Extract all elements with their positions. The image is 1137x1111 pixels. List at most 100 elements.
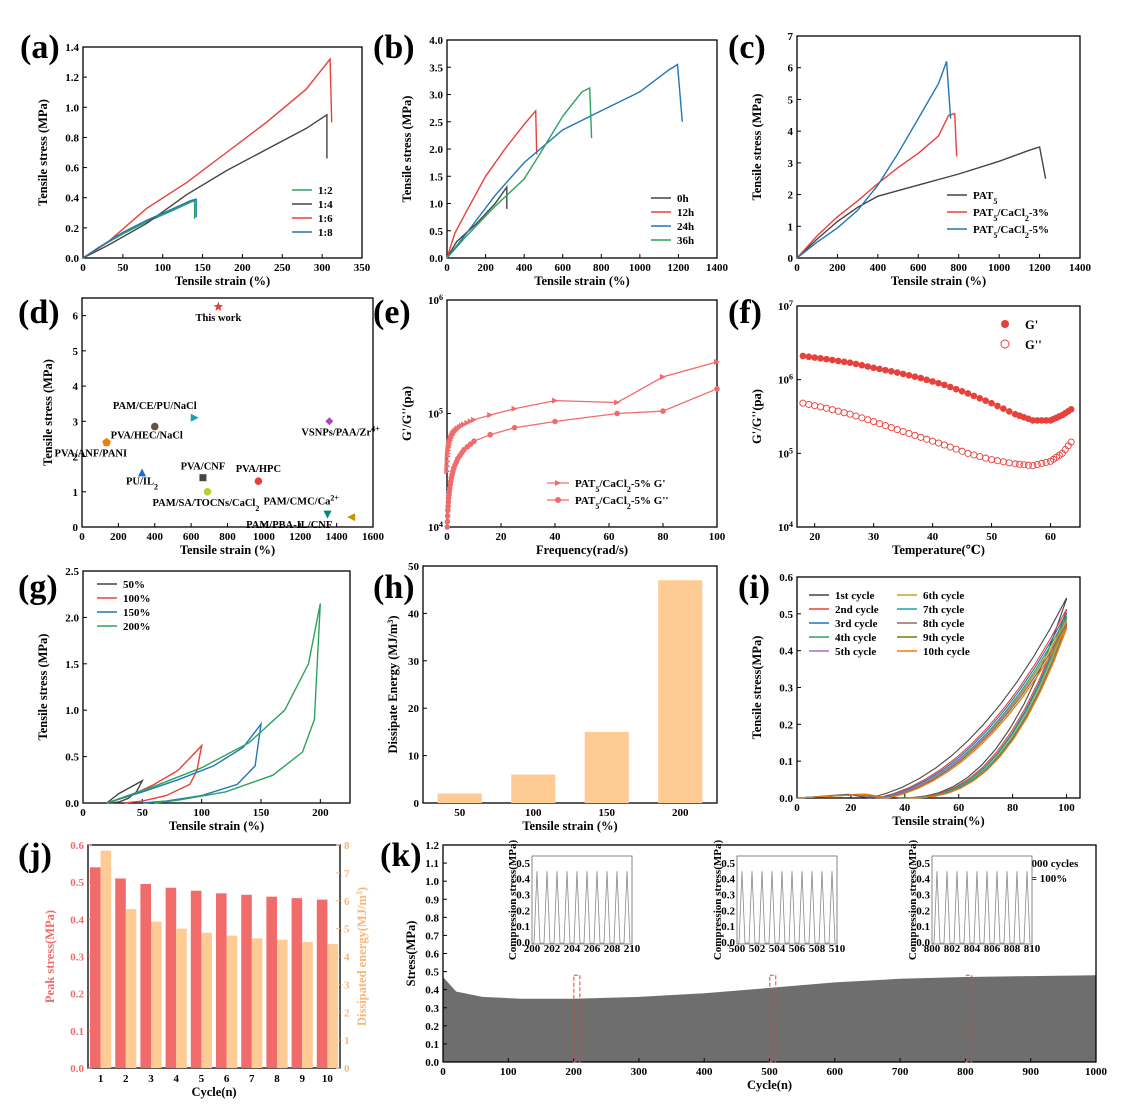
y-tick-label-part: 10 <box>778 301 790 313</box>
plot-frame <box>81 297 374 528</box>
x-tick-label: 60 <box>953 802 965 814</box>
series-marker <box>1038 459 1046 468</box>
bar-peak-stress <box>90 867 101 1068</box>
x-tick-label: 200 <box>110 531 127 543</box>
x-tick-label: 250 <box>274 262 291 274</box>
legend-label: 7th cycle <box>923 604 964 616</box>
x-tick-label: 7 <box>249 1073 255 1085</box>
legend-label-part: 5 <box>595 485 599 494</box>
inset-y-tick-label: 0.1 <box>516 921 530 933</box>
legend-label: 6th cycle <box>923 590 964 602</box>
inset-x-tick-label: 502 <box>749 943 766 955</box>
inset-frame <box>736 855 838 945</box>
series-marker <box>970 392 978 400</box>
x-tick-label: 600 <box>554 262 571 274</box>
y-tick-label: 4.0 <box>429 35 443 47</box>
panel-h: (h) 0 10 20 30 40 50 50 100 150 200 Tensile strain … <box>373 561 718 833</box>
x-tick-label: 80 <box>658 531 670 543</box>
y-right-tick-label: 8 <box>344 840 350 852</box>
highlight-box <box>769 974 777 1063</box>
series-marker <box>870 418 878 426</box>
legend-label-part: 200% <box>123 621 151 633</box>
x-tick-label: 0 <box>794 262 800 274</box>
bar-dissipated-energy <box>176 928 187 1068</box>
x-tick-label: 200 <box>672 807 689 819</box>
legend-label-part: PAT <box>575 478 596 490</box>
y-tick-label: 2.5 <box>65 566 79 578</box>
y-right-tick-label: 7 <box>344 868 350 880</box>
y-axis-title-part: G'/G''(pa) <box>750 389 764 444</box>
legend-label: 2nd cycle <box>835 604 879 616</box>
y-axis-title: Peak stress(MPa) <box>43 910 57 1003</box>
y-tick-label: 1.0 <box>429 199 443 211</box>
y-right-tick-label: 2 <box>344 1007 350 1019</box>
series-marker <box>941 381 948 389</box>
x-tick-label: 50 <box>117 262 129 274</box>
legend-label-part: -3% <box>1029 207 1049 219</box>
x-tick-label: 1200 <box>667 262 690 274</box>
y-tick-label: 0.3 <box>425 1003 439 1015</box>
inset-frame <box>931 855 1033 945</box>
y-tick-label: 3 <box>73 416 79 428</box>
series-marker <box>840 409 848 417</box>
series-marker <box>870 364 877 372</box>
y-tick-label: 0.0 <box>425 1057 439 1069</box>
series-line <box>446 184 508 259</box>
inset-y-tick-label: 0.3 <box>516 889 530 901</box>
point-label: PAM/CE/PU/NaCl <box>113 401 197 412</box>
marker-square <box>199 474 207 482</box>
legend-label-part: 1:2 <box>318 185 333 197</box>
y-axis-title-part: Tensile stress (MPa) <box>36 634 50 741</box>
legend-label: 24h <box>677 221 694 233</box>
y-right-tick-label: 4 <box>344 952 350 964</box>
x-tick-label: 600 <box>910 262 927 274</box>
y-tick-label-part: 4 <box>789 520 793 529</box>
series-marker <box>1016 460 1024 468</box>
y-tick-label: 0.0 <box>65 798 79 810</box>
point-label-part: 2+ <box>330 493 339 502</box>
x-tick-label: 4 <box>173 1073 179 1085</box>
y-tick-label: 0.5 <box>779 609 793 621</box>
y-tick-label: 1.0 <box>65 705 79 717</box>
y-tick-label: 30 <box>408 656 420 668</box>
x-tick-label: 30 <box>868 531 880 543</box>
y-tick-label: 0.0 <box>779 793 793 805</box>
inset-x-tick-label: 506 <box>789 943 806 955</box>
y-axis-title-part: Tensile stress (MPa) <box>400 96 414 203</box>
y-tick-label: 0.6 <box>425 949 439 961</box>
y-axis-title-part: Tensile stress (MPa) <box>750 94 764 201</box>
x-tick-label: 20 <box>845 802 857 814</box>
legend-label-part: 2 <box>1025 231 1029 240</box>
inset-y-axis-title: Compression stress(MPa) <box>712 840 724 961</box>
x-axis-title: Tensile strain (%) <box>180 543 275 557</box>
bar-dissipated-energy <box>100 850 112 1068</box>
panel-k: (k) 0 100 200 300 400 500 600 700 800 900 1000 Cycle… <box>380 837 1108 1092</box>
series-marker <box>1005 408 1013 415</box>
y-tick-label: 0.9 <box>425 894 439 906</box>
plot-frame <box>82 570 351 804</box>
series-marker <box>905 429 913 438</box>
inset-x-tick-label: 206 <box>584 943 601 955</box>
legend-label-part: PAT <box>973 224 994 236</box>
series-marker <box>1024 461 1032 469</box>
x-tick-label: 100 <box>154 262 171 274</box>
legend-label: 8th cycle <box>923 618 964 630</box>
point-label-part: PAM/SA/TOCNs/CaCl <box>152 498 255 509</box>
point-label-part: PAM/CMC/Ca <box>264 497 332 508</box>
bar-peak-stress <box>216 893 227 1068</box>
y-tick-label: 1.5 <box>65 659 79 671</box>
series-marker <box>1067 406 1075 413</box>
inset-y-tick-label: 0.2 <box>721 905 735 917</box>
x-tick-label: 0 <box>794 802 800 814</box>
marker-triangle <box>138 468 147 477</box>
bar-dissipated-energy <box>125 909 137 1068</box>
y-tick-label: 0.2 <box>779 719 793 731</box>
y-axis-title: Dissipate Energy (MJ/m3) <box>386 615 401 753</box>
x-tick-label: 0 <box>444 262 450 274</box>
legend-label-part: 100% <box>123 593 151 605</box>
y-axis-title-part: Tensile stress (MPa) <box>41 359 55 466</box>
bar-peak-stress <box>140 884 151 1068</box>
legend-label-part: 0h <box>677 193 689 205</box>
y-right-tick-label: 3 <box>344 979 350 991</box>
